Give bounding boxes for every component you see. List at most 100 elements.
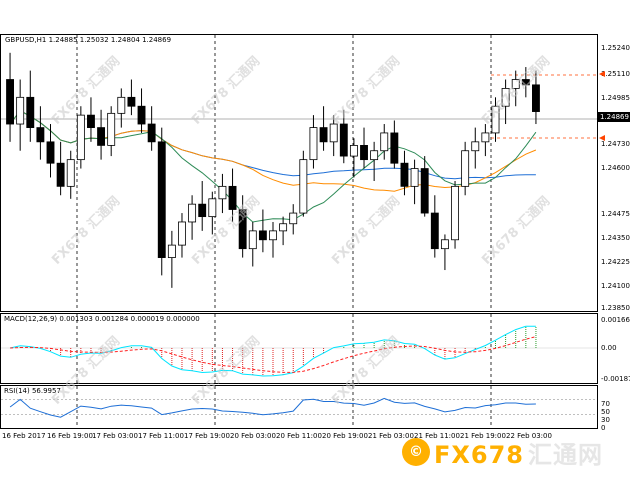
bull-candle: [178, 221, 186, 246]
bull-candle: [107, 112, 116, 146]
bull-candle: [117, 96, 126, 114]
bear-candle: [127, 96, 136, 107]
time-tick: 21 Feb 03:00: [368, 432, 414, 440]
bull-candle: [471, 141, 480, 152]
bull-candle: [299, 159, 308, 214]
bull-candle: [66, 159, 75, 187]
macd-header: MACD(12,26,9) 0.001303 0.001284 0.000019…: [4, 315, 200, 323]
bear-candle: [26, 96, 35, 128]
time-tick: 21 Feb 11:00: [414, 432, 460, 440]
rsi-tick: 30: [601, 416, 610, 424]
bull-candle: [16, 96, 25, 125]
signal-line: [10, 336, 537, 373]
bear-candle: [532, 84, 540, 112]
price-tick: 1.25240: [601, 44, 630, 52]
brand-fx: FX678: [434, 440, 524, 469]
time-tick: 20 Feb 19:00: [322, 432, 368, 440]
brand-logo: © FX678 汇通网: [402, 435, 603, 470]
bear-candle: [258, 230, 267, 241]
price-axis: 1.25240 1.25110 1.24985 1.24730 1.24600 …: [598, 34, 630, 312]
bull-candle: [370, 150, 379, 161]
price-tick: 1.25110: [601, 70, 630, 78]
bull-candle: [167, 244, 176, 258]
rsi-tick: 0: [601, 424, 606, 432]
bull-candle: [410, 168, 419, 187]
bull-candle: [440, 239, 449, 250]
rsi-pane[interactable]: RSI(14) 56.9957: [0, 385, 598, 429]
bull-candle: [451, 185, 459, 241]
bull-candle: [76, 114, 85, 161]
time-tick: 17 Feb 11:00: [138, 432, 184, 440]
macd-line: [9, 325, 536, 377]
bear-candle: [319, 127, 328, 143]
bull-candle: [269, 230, 277, 241]
time-tick: 16 Feb 2017: [2, 432, 46, 440]
macd-axis: 0.001666 0.00 -0.00187: [598, 313, 630, 384]
brand-text: FX678 汇通网: [434, 435, 603, 470]
alert-arrow-icon[interactable]: [599, 71, 605, 77]
bear-candle: [97, 127, 106, 146]
time-tick: 21 Feb 19:00: [460, 432, 506, 440]
bear-candle: [360, 145, 368, 161]
brand-cn: 汇通网: [528, 440, 603, 469]
price-tick: 1.24350: [601, 234, 630, 242]
price-tick: 1.24100: [601, 282, 630, 290]
bear-candle: [228, 185, 237, 210]
bull-candle: [218, 185, 227, 200]
price-tick: 1.24985: [601, 94, 630, 102]
rsi-tick: 70: [601, 400, 610, 408]
current-price-label: 1.24869: [598, 112, 630, 122]
rsi-axis: 70 50 30 0: [598, 385, 630, 432]
time-tick: 20 Feb 11:00: [276, 432, 322, 440]
macd-tick: -0.00187: [601, 375, 630, 383]
time-tick: 17 Feb 03:00: [92, 432, 138, 440]
time-tick: 16 Feb 19:00: [47, 432, 93, 440]
bull-candle: [349, 145, 358, 157]
symbol-header: GBPUSD,H1 1.24885 1.25032 1.24804 1.2486…: [5, 36, 172, 44]
rsi-chart-svg: [1, 386, 597, 428]
price-tick: 1.24730: [601, 140, 630, 148]
price-tick: 1.24225: [601, 258, 630, 266]
rsi-tick: 50: [601, 408, 610, 416]
bear-candle: [390, 132, 399, 164]
bear-candle: [46, 141, 55, 164]
macd-tick: 0.00: [601, 344, 617, 352]
alert-arrow-icon[interactable]: [599, 135, 605, 141]
fx678-logo-icon: ©: [402, 438, 430, 466]
time-tick: 20 Feb 03:00: [230, 432, 276, 440]
price-tick: 1.24475: [601, 210, 630, 218]
price-pane[interactable]: GBPUSD,H1 1.24885 1.25032 1.24804 1.2486…: [0, 34, 598, 312]
price-chart-svg: [1, 35, 597, 311]
bull-candle: [329, 123, 338, 143]
bear-candle: [137, 105, 146, 125]
rsi-header: RSI(14) 56.9957: [4, 387, 61, 395]
bear-candle: [198, 203, 207, 218]
price-tick: 1.23850: [601, 304, 630, 312]
bear-candle: [238, 209, 247, 250]
bear-candle: [157, 141, 166, 258]
bull-candle: [511, 79, 520, 89]
bull-candle: [188, 203, 197, 223]
bull-candle: [501, 88, 510, 107]
bull-candle: [279, 223, 288, 232]
bear-candle: [339, 123, 348, 157]
time-axis: 16 Feb 2017 16 Feb 19:00 17 Feb 03:00 17…: [0, 430, 598, 442]
bear-candle: [36, 127, 45, 143]
bear-candle: [56, 162, 65, 187]
time-tick: 17 Feb 19:00: [184, 432, 230, 440]
bear-candle: [400, 162, 409, 187]
bull-candle: [461, 150, 470, 187]
bear-candle: [6, 79, 14, 125]
bull-candle: [491, 105, 500, 134]
macd-tick: 0.001666: [601, 316, 630, 324]
macd-pane[interactable]: MACD(12,26,9) 0.001303 0.001284 0.000019…: [0, 313, 598, 384]
macd-chart-svg: [1, 314, 597, 383]
bull-candle: [289, 212, 298, 225]
bear-candle: [87, 114, 95, 128]
price-tick: 1.24600: [601, 164, 630, 172]
bear-candle: [147, 123, 156, 143]
bull-candle: [481, 132, 490, 143]
bear-candle: [430, 212, 439, 250]
bear-candle: [420, 168, 429, 214]
